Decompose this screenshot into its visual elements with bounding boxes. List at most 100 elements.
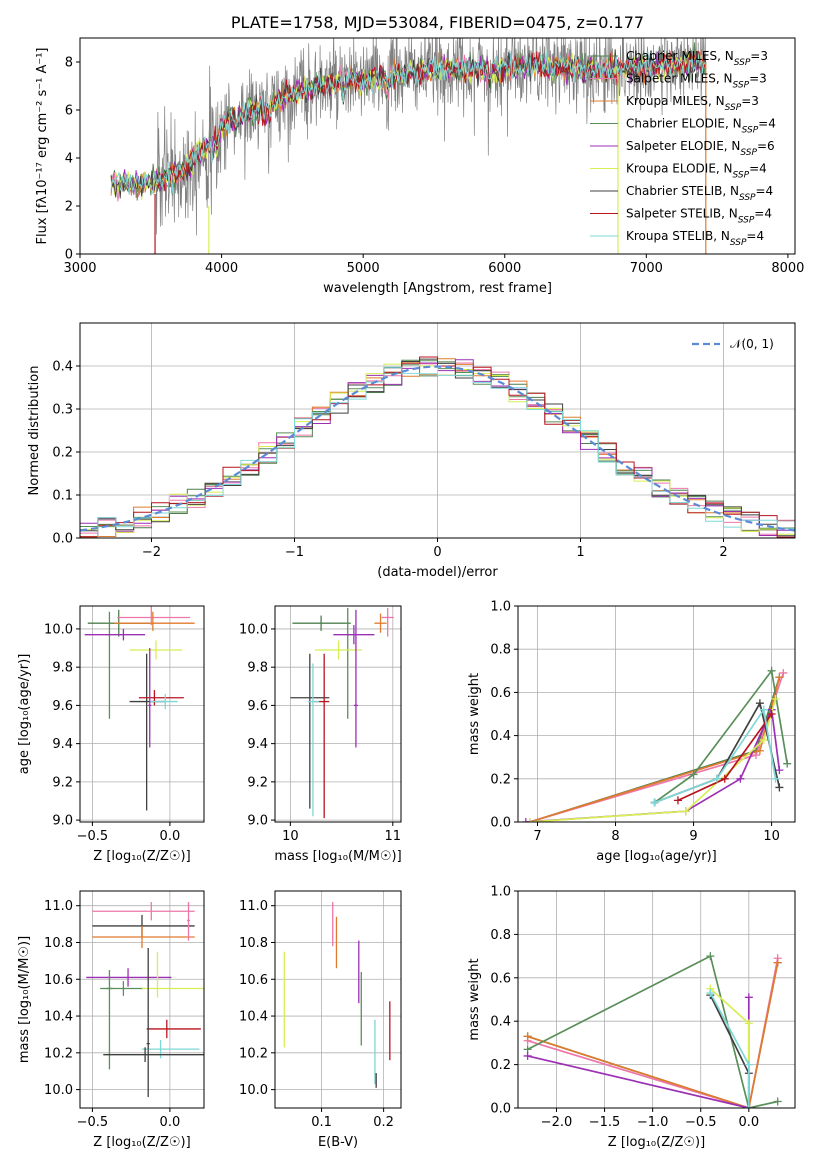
x-tick-label: 5000 — [347, 261, 380, 276]
weight-point-salpeter_elodie — [775, 766, 784, 775]
legend-subscript: SSP — [725, 103, 742, 113]
y-tick-label: 10.8 — [44, 936, 73, 951]
axes-mass_vs_EBV: 0.1 0.2 10.0 10.2 10.4 10.6 10.8 11.0 E(B-V) — [239, 890, 402, 1150]
legend-count: =4 — [749, 162, 767, 176]
x-tick-label: 9 — [689, 829, 697, 844]
legend-entry: Chabrier STELIB, NSSP=4 — [626, 184, 773, 203]
frame-mass_vs_EBV — [274, 890, 402, 1109]
weight-lines-mass_weight_vs_age — [521, 666, 792, 822]
weight-point-kroupa_stelib — [712, 774, 721, 783]
y-tick-label: 8 — [65, 56, 73, 71]
legend-subscript: SSP — [734, 58, 751, 68]
residual-histograms — [80, 356, 795, 538]
y-tick-label: 0.8 — [490, 928, 511, 943]
frame-age_vs_Z — [79, 605, 205, 823]
y-tick-label: 10.8 — [239, 936, 268, 951]
weight-point-kroupa_stelib — [744, 1060, 753, 1069]
weight-point-kroupa_elodie — [759, 735, 768, 744]
legend-normal: 𝒩(0, 1) — [730, 337, 774, 351]
legend-subscript: SSP — [738, 216, 755, 226]
legend-subscript: SSP — [733, 171, 750, 181]
errorbars-mass_vs_Z — [86, 902, 204, 1097]
y-tick-label: 9.4 — [52, 737, 73, 752]
weight-point-salpeter_elodie — [744, 993, 753, 1002]
x-tick-label: 0.0 — [738, 1115, 759, 1130]
x-tick-label: −1.0 — [637, 1115, 669, 1130]
errorbars-mass_vs_EBV — [283, 902, 391, 1088]
x-tick-label: −0.5 — [77, 1115, 109, 1130]
weight-point-kroupa_elodie — [681, 807, 690, 816]
weight-point-salpeter_elodie — [523, 1051, 532, 1060]
y-tick-label: 0.1 — [52, 489, 73, 504]
legend-count: =3 — [741, 94, 759, 108]
x-tick-label: 0.0 — [160, 1115, 181, 1130]
weight-point-kroupa_stelib — [771, 774, 780, 783]
x-tick-label: 0.1 — [311, 1115, 332, 1130]
y-tick-label: 10.4 — [44, 1010, 73, 1025]
y-tick-label: 10.6 — [239, 973, 268, 988]
legend-count: =4 — [756, 184, 774, 198]
x-axis-label: mass [log₁₀(M/M☉)] — [274, 849, 401, 864]
weight-point-chabrier_stelib — [775, 783, 784, 792]
y-tick-label: 9.6 — [52, 699, 73, 714]
y-tick-label: 1.0 — [490, 885, 511, 900]
legend-entry: Kroupa STELIB, NSSP=4 — [626, 229, 764, 248]
axes-mass_vs_Z: −0.5 0.0 10.0 10.2 10.4 10.6 10.8 11.0 Z [log₁₀(… — [17, 890, 205, 1150]
legend-entry: Kroupa MILES, NSSP=3 — [626, 94, 759, 113]
legend-entry: Salpeter ELODIE, NSSP=6 — [626, 139, 775, 158]
axes-age_vs_Z: −0.5 0.0 9.0 9.2 9.4 9.6 9.8 10.0 Z [log₁₀(Z/Z☉)… — [17, 605, 205, 864]
legend-subscript: SSP — [742, 126, 759, 136]
axes-mass_weight_vs_Z: −2.0 −1.5 −1.0 −0.5 0.0 0.0 0.2 0.4 0.6 0.8 1.0 Z [… — [467, 885, 796, 1150]
y-axis-label: Normed distribution — [27, 366, 42, 496]
x-tick-label: 11 — [385, 829, 402, 844]
weight-point-kroupa_stelib — [759, 705, 768, 714]
y-tick-label: 11.0 — [239, 899, 268, 914]
weight-point-kroupa_stelib — [706, 988, 715, 997]
y-tick-label: 9.8 — [52, 661, 73, 676]
x-tick-label: 1 — [576, 545, 584, 560]
y-tick-label: 0.2 — [490, 772, 511, 787]
weight-point-salpeter_stelib — [767, 710, 776, 718]
x-tick-label: 7 — [533, 829, 541, 844]
y-tick-label: 0.2 — [52, 446, 73, 461]
legend-count: =3 — [750, 49, 768, 63]
weight-line-salpeter_elodie — [525, 706, 781, 822]
x-tick-label: −2.0 — [541, 1115, 573, 1130]
y-tick-label: 11.0 — [44, 899, 73, 914]
y-tick-label: 0.2 — [490, 1058, 511, 1073]
legend-entry: Salpeter STELIB, NSSP=4 — [626, 207, 772, 226]
weight-point-chabrier_elodie — [706, 952, 715, 961]
y-tick-label: 10.2 — [239, 1046, 268, 1061]
x-tick-label: 6000 — [488, 261, 521, 276]
weight-point-salpeter_stelib — [720, 774, 729, 783]
y-tick-label: 10.4 — [239, 1010, 268, 1025]
weight-line-kroupa_stelib — [709, 992, 750, 1108]
chart-title: PLATE=1758, MJD=53084, FIBERID=0475, z=0… — [231, 13, 644, 32]
frame-age_vs_mass — [274, 605, 402, 823]
legend-subscript: SSP — [740, 148, 757, 158]
legend-count: =4 — [758, 117, 776, 131]
y-tick-label: 10.0 — [44, 1083, 73, 1098]
weight-point-kroupa_elodie — [744, 1019, 753, 1028]
legend-subscript: SSP — [739, 193, 756, 203]
y-tick-label: 0.0 — [490, 1102, 511, 1117]
weight-line-kroupa_stelib — [654, 707, 777, 804]
frame-mass_weight_vs_age — [517, 605, 796, 823]
y-tick-label: 10.0 — [239, 622, 268, 637]
x-axis-label: Z [log₁₀(Z/Z☉)] — [93, 1135, 190, 1150]
x-tick-label: 8 — [611, 829, 619, 844]
y-tick-label: 0.6 — [490, 686, 511, 701]
weight-point-kroupa_elodie — [771, 694, 780, 703]
x-tick-label: 10 — [763, 829, 780, 844]
y-tick-label: 1.0 — [490, 600, 511, 615]
x-axis-label: Z [log₁₀(Z/Z☉)] — [608, 1135, 705, 1150]
y-tick-label: 0.4 — [490, 729, 511, 744]
x-tick-label: −2 — [142, 545, 161, 560]
x-axis-label: age [log₁₀(age/yr)] — [596, 849, 717, 864]
weight-point-chabrier_elodie — [689, 770, 698, 779]
x-tick-label: 4000 — [205, 261, 238, 276]
x-tick-label: −1.5 — [589, 1115, 621, 1130]
y-tick-label: 0.8 — [490, 643, 511, 658]
weight-point-kroupa_miles — [773, 958, 782, 967]
